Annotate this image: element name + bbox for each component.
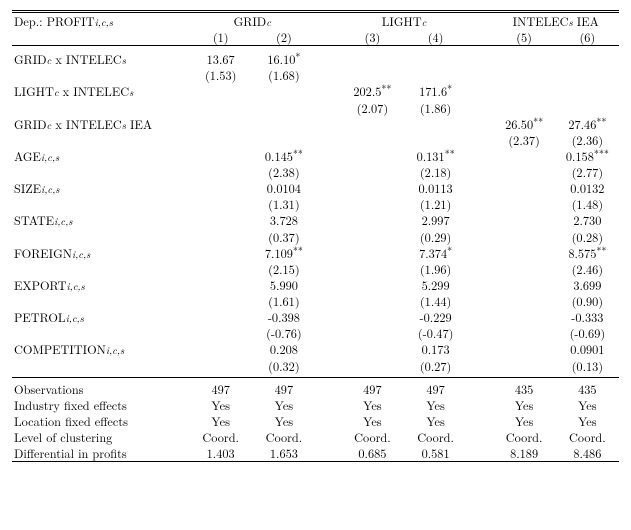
se-cell: (0.27) [420, 357, 451, 375]
se-cell: (1.86) [420, 99, 451, 117]
dep-label: Dep.: PROFITi,c,s [14, 12, 113, 30]
var-label: LIGHTc x INTELECs [14, 82, 133, 100]
footer-cell: 8.189 [510, 444, 538, 462]
regression-table: Dep.: PROFITi,c,sGRIDcLIGHTcINTELECs IEA… [12, 10, 619, 462]
var-label: COMPETITIONi,c,s [14, 340, 124, 358]
var-label: STATEi,c,s [14, 211, 72, 229]
footer-cell: 0.685 [358, 444, 386, 462]
se-cell: (2.07) [357, 99, 388, 117]
se-cell: (0.32) [268, 357, 299, 375]
var-label: AGEi,c,s [14, 147, 59, 165]
footer-cell: 0.581 [422, 444, 450, 462]
col-number: (4) [428, 28, 444, 46]
se-cell: (2.37) [508, 131, 539, 149]
se-cell: (0.13) [572, 357, 603, 375]
group-header: LIGHTc [382, 12, 427, 30]
footer-cell: 1.403 [207, 444, 235, 462]
var-label: FOREIGNi,c,s [14, 244, 90, 262]
var-label: GRIDc x INTELECs [14, 50, 126, 68]
se-cell: (1.68) [268, 66, 299, 84]
var-label: GRIDc x INTELECs IEA [14, 115, 152, 133]
col-number: (6) [580, 28, 596, 46]
var-label: EXPORTi,c,s [14, 276, 85, 294]
col-number: (1) [213, 28, 229, 46]
footer-cell: 1.653 [270, 444, 298, 462]
col-number: (3) [365, 28, 381, 46]
col-number: (5) [516, 28, 532, 46]
se-cell: (1.53) [205, 66, 236, 84]
col-number: (2) [276, 28, 292, 46]
footer-cell: 8.486 [573, 444, 601, 462]
group-header: GRIDc [234, 12, 271, 30]
footer-label: Differential in profits [14, 444, 127, 462]
var-label: SIZEi,c,s [14, 179, 59, 197]
var-label: PETROLi,c,s [14, 308, 84, 326]
